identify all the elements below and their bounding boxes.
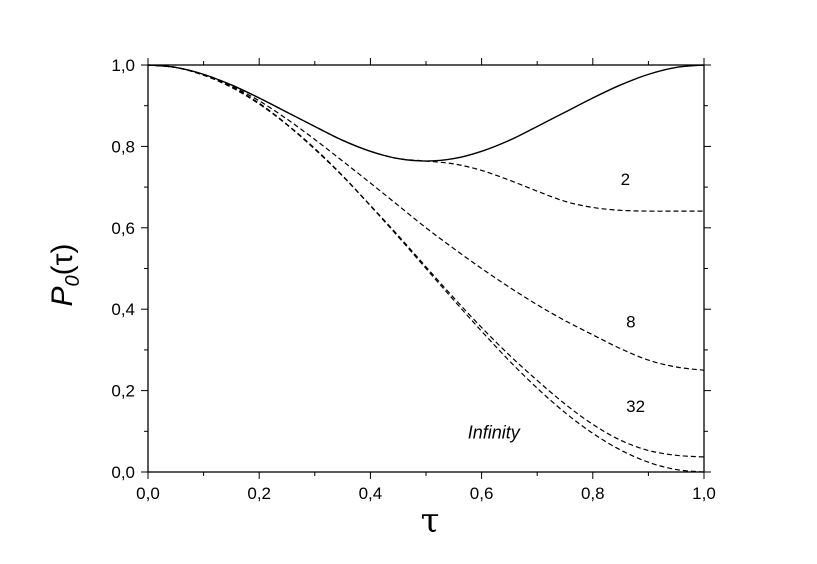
y-tick-label: 1,0 <box>111 56 135 75</box>
series-line-reference <box>147 64 705 162</box>
x-tick-label: 0,8 <box>581 484 605 503</box>
series-line-8 <box>147 64 705 371</box>
y-tick-label: 0,8 <box>111 137 135 156</box>
x-tick-labels: 0,0 0,2 0,4 0,6 0,8 1,0 <box>136 484 716 503</box>
series-line-infinity <box>147 64 705 473</box>
x-tick-label: 0,0 <box>136 484 160 503</box>
series-line-2 <box>147 64 704 212</box>
curve-label-32: 32 <box>626 397 645 416</box>
x-axis-title: τ <box>421 501 440 541</box>
y-tick-label: 0,2 <box>111 382 135 401</box>
y-tick-label: 0,6 <box>111 219 135 238</box>
x-tick-label: 0,4 <box>359 484 383 503</box>
curve-annotations: 2 8 32 Infinity <box>468 170 645 443</box>
curve-label-8: 8 <box>626 313 635 332</box>
y-tick-label: 0,4 <box>111 300 135 319</box>
y-tick-label: 0,0 <box>111 463 135 482</box>
y-axis-title-sub: 0 <box>62 275 84 286</box>
y-tick-labels: 0,0 0,2 0,4 0,6 0,8 1,0 <box>111 56 135 482</box>
curve-label-infinity: Infinity <box>468 423 521 443</box>
series-line-32 <box>147 64 705 458</box>
axis-ticks <box>141 58 711 479</box>
x-tick-label: 0,2 <box>247 484 271 503</box>
curve-label-2: 2 <box>621 170 630 189</box>
x-tick-label: 0,6 <box>470 484 494 503</box>
y-axis-title-arg: (τ) <box>46 244 79 276</box>
x-tick-label: 1,0 <box>692 484 716 503</box>
y-axis-title-main: P <box>46 286 79 306</box>
series-lines <box>147 64 705 473</box>
y-axis-title: P0(τ) <box>46 244 84 307</box>
